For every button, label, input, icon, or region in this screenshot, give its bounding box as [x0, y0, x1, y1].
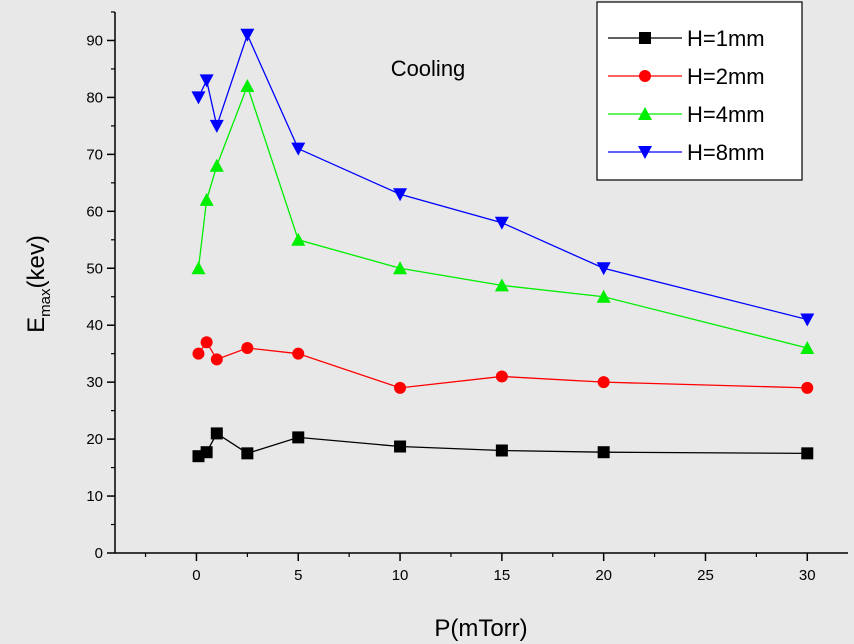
series-0	[192, 427, 814, 463]
legend-marker	[639, 32, 651, 44]
data-point	[192, 347, 205, 360]
data-point	[596, 289, 611, 303]
data-point	[393, 261, 408, 275]
y-axis-title-subscript: max	[37, 288, 54, 317]
legend-label: H=4mm	[687, 102, 765, 127]
data-point	[495, 444, 508, 457]
legend-box	[596, 1, 803, 181]
data-point	[394, 381, 407, 394]
data-point	[800, 313, 815, 327]
data-point	[800, 340, 815, 354]
data-point	[191, 91, 206, 105]
y-tick-label: 10	[86, 488, 103, 505]
x-tick-label: 30	[799, 567, 816, 584]
x-tick-label: 20	[595, 567, 612, 584]
data-point	[210, 353, 223, 366]
data-point	[291, 142, 306, 156]
data-point	[494, 216, 509, 230]
data-point	[801, 447, 814, 460]
x-tick-label: 25	[697, 567, 714, 584]
y-axis-title: Emax(kev)	[23, 235, 54, 333]
data-point	[393, 188, 408, 202]
x-tick-label: 10	[392, 567, 409, 584]
data-point	[291, 232, 306, 246]
data-point	[241, 447, 254, 460]
legend-label: H=2mm	[687, 64, 765, 89]
data-point	[801, 381, 814, 394]
data-point	[209, 158, 224, 172]
series-3	[191, 28, 815, 327]
series-1	[192, 336, 814, 394]
data-point	[596, 262, 611, 276]
data-point	[240, 28, 255, 42]
legend: H=1mm H=2mm H=4mm H=8mm	[596, 1, 803, 181]
data-point	[209, 119, 224, 133]
data-point	[241, 341, 254, 354]
legend-marker	[639, 70, 651, 82]
legend-label: H=1mm	[687, 26, 765, 51]
data-point	[292, 347, 305, 360]
x-axis-title: P(mTorr)	[434, 615, 527, 642]
y-tick-label: 90	[86, 32, 103, 49]
data-point	[210, 427, 223, 440]
legend-marker	[638, 146, 652, 159]
data-point	[394, 440, 407, 453]
y-tick-label: 0	[95, 545, 103, 562]
data-point	[240, 79, 255, 93]
data-point	[292, 431, 305, 444]
y-tick-label: 20	[86, 431, 103, 448]
y-tick-label: 30	[86, 374, 103, 391]
data-point	[597, 376, 610, 389]
y-tick-label: 50	[86, 260, 103, 277]
y-axis-title-main: E	[23, 317, 50, 333]
y-tick-label: 80	[86, 89, 103, 106]
axes: 0 10 20 30 40 50 60 70 80 90 0 5 10 15 20 25 30	[86, 11, 848, 584]
series-layer	[191, 28, 815, 463]
legend-label: H=8mm	[687, 140, 765, 165]
legend-marker	[638, 107, 652, 120]
y-tick-label: 60	[86, 203, 103, 220]
series-2	[191, 79, 815, 354]
data-point	[191, 261, 206, 275]
data-point	[597, 446, 610, 459]
x-tick-label: 5	[294, 567, 302, 584]
data-point	[199, 192, 214, 206]
data-point	[200, 336, 213, 349]
cooling-annotation: Cooling	[391, 56, 466, 81]
data-point	[495, 370, 508, 383]
x-tick-label: 0	[192, 567, 200, 584]
y-axis-title-unit: (kev)	[23, 235, 50, 288]
data-point	[200, 446, 213, 459]
x-tick-label: 15	[494, 567, 511, 584]
data-point	[199, 74, 214, 88]
y-tick-label: 40	[86, 317, 103, 334]
data-point	[494, 278, 509, 292]
y-tick-label: 70	[86, 146, 103, 163]
